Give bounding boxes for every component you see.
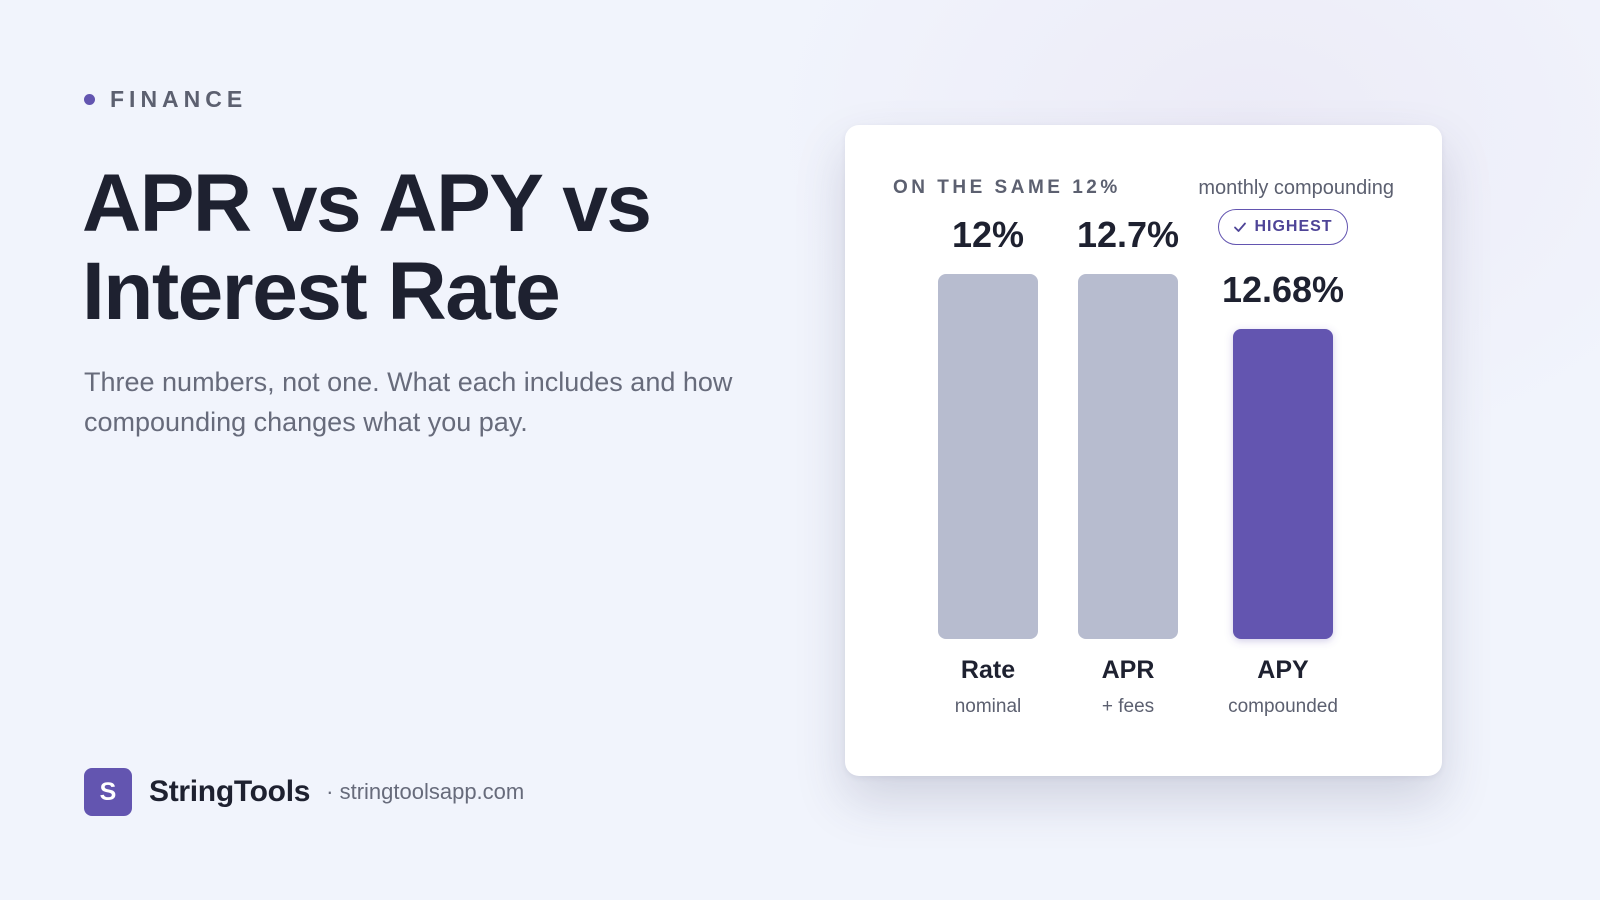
category-eyebrow: FINANCE: [84, 86, 247, 113]
bar-apr: [1078, 274, 1178, 639]
brand-url[interactable]: · stringtoolsapp.com: [326, 779, 525, 804]
category-label-apy: APY: [1257, 656, 1309, 684]
brand-logo: S: [84, 768, 132, 816]
bar-apy: [1233, 329, 1333, 639]
category-label-apr: APR: [1102, 656, 1155, 684]
category-sublabel-apy: compounded: [1228, 696, 1338, 717]
value-label-apy: 12.68%: [1222, 269, 1344, 310]
category-sublabel-rate: nominal: [955, 696, 1022, 717]
checkmark-icon: [1234, 222, 1247, 232]
brand-name: StringTools: [149, 775, 311, 808]
value-label-apr: 12.7%: [1077, 214, 1179, 255]
chart-card: ON THE SAME 12% monthly compounding HIGH…: [845, 125, 1442, 776]
eyebrow-label: FINANCE: [110, 86, 248, 112]
chart-title: ON THE SAME 12%: [893, 177, 1121, 198]
highest-badge: HIGHEST: [1218, 209, 1348, 245]
value-label-rate: 12%: [952, 214, 1024, 255]
eyebrow-dot: [84, 94, 95, 105]
bar-rate: [938, 274, 1038, 639]
category-label-rate: Rate: [961, 656, 1015, 684]
brand-footer: S StringTools · stringtoolsapp.com: [84, 768, 524, 816]
highest-badge-label: HIGHEST: [1254, 218, 1333, 235]
category-sublabel-apr: + fees: [1102, 696, 1154, 717]
page-subtitle: Three numbers, not one. What each includ…: [84, 367, 733, 437]
page-title: APR vs APY vs Interest Rate: [82, 158, 652, 337]
chart-subtitle: monthly compounding: [1198, 177, 1394, 199]
bar-chart: 12% Rate nominal 12.7% APR + fees 12.68% APY com…: [938, 214, 1344, 717]
